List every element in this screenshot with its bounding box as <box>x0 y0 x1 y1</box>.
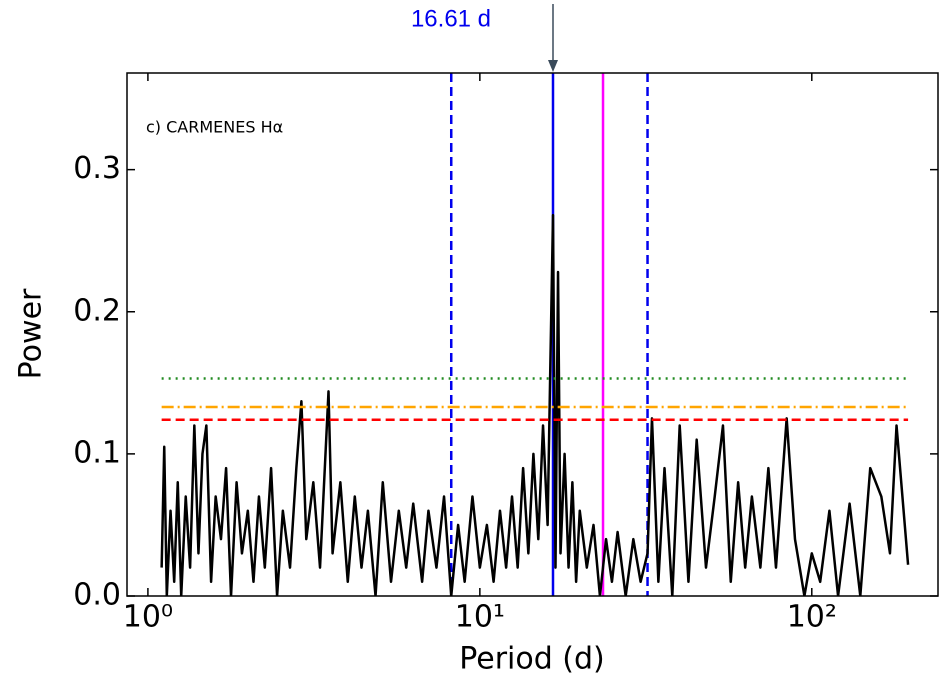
arrow-label: 16.61 d <box>411 5 491 32</box>
y-tick-label: 0.0 <box>73 578 121 613</box>
y-axis-label: Power <box>14 288 49 379</box>
plot-frame <box>126 72 939 597</box>
panel-label: c) CARMENES Hα <box>146 118 283 137</box>
x-tick-label: 10² <box>787 600 837 635</box>
x-axis-label: Period (d) <box>459 642 605 677</box>
y-tick-label: 0.1 <box>73 435 121 470</box>
x-tick-label: 10¹ <box>455 600 505 635</box>
y-tick-label: 0.3 <box>73 151 121 186</box>
x-tick-label: 10⁰ <box>123 600 173 635</box>
periodogram-line <box>160 213 910 596</box>
plot-area <box>160 73 910 596</box>
arrow-head <box>547 60 558 72</box>
y-tick-label: 0.2 <box>73 293 121 328</box>
